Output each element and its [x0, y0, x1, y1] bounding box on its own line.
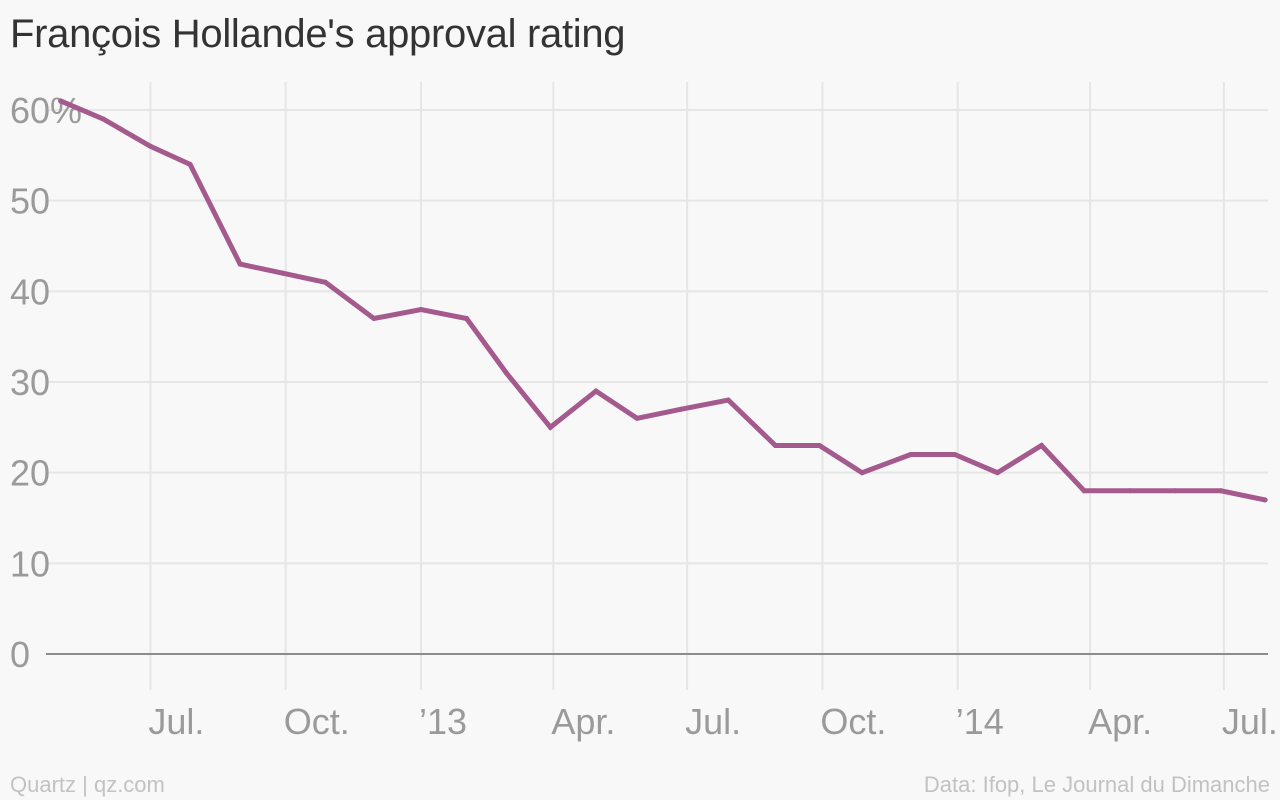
- x-tick-label: Jul.: [148, 701, 204, 742]
- data-point: [280, 270, 286, 276]
- data-point: [147, 143, 153, 149]
- y-tick-label: 10: [10, 543, 50, 584]
- data-point: [816, 442, 822, 448]
- x-tick-label: Apr.: [551, 701, 615, 742]
- y-tick-label: 30: [10, 362, 50, 403]
- data-point: [1218, 488, 1224, 494]
- data-point: [952, 452, 958, 458]
- x-tick-label: Oct.: [820, 701, 886, 742]
- data-point: [1127, 488, 1133, 494]
- data-point: [237, 261, 243, 267]
- y-axis-ticks: 60% 50 40 30 20 10 0: [10, 90, 82, 675]
- x-tick-label: ’13: [419, 701, 467, 742]
- x-tick-label: Apr.: [1088, 701, 1152, 742]
- data-point: [634, 415, 640, 421]
- y-tick-label: 60%: [10, 90, 82, 131]
- footer-credit: Quartz | qz.com: [10, 772, 165, 797]
- data-point: [1081, 488, 1087, 494]
- data-point: [371, 316, 377, 322]
- x-axis-ticks: Jul. Oct. ’13 Apr. Jul. Oct. ’14 Apr. Jul.: [148, 701, 1278, 742]
- y-tick-label: 0: [10, 634, 30, 675]
- data-point: [725, 397, 731, 403]
- data-point: [58, 98, 64, 104]
- series-layer: [58, 98, 1268, 503]
- footer-source: Data: Ifop, Le Journal du Dimanche: [923, 772, 1270, 797]
- data-point: [547, 424, 553, 430]
- data-point: [1262, 497, 1268, 503]
- chart-title: François Hollande's approval rating: [10, 12, 626, 56]
- x-tick-label: Jul.: [1222, 701, 1278, 742]
- grid: [46, 82, 1268, 690]
- data-point: [503, 370, 509, 376]
- data-point: [772, 442, 778, 448]
- y-tick-label: 50: [10, 181, 50, 222]
- series-line: [58, 98, 1268, 503]
- x-tick-label: Jul.: [685, 701, 741, 742]
- data-point: [1172, 488, 1178, 494]
- data-point: [464, 316, 470, 322]
- data-point: [908, 452, 914, 458]
- data-point: [100, 116, 106, 122]
- data-point: [859, 470, 865, 476]
- y-tick-label: 40: [10, 271, 50, 312]
- data-point: [593, 388, 599, 394]
- x-tick-label: ’14: [956, 701, 1004, 742]
- x-tick-label: Oct.: [284, 701, 350, 742]
- data-point: [418, 306, 424, 312]
- data-point: [678, 406, 684, 412]
- data-point: [1039, 442, 1045, 448]
- data-point: [994, 470, 1000, 476]
- data-point: [322, 279, 328, 285]
- y-tick-label: 20: [10, 453, 50, 494]
- data-point: [187, 161, 193, 167]
